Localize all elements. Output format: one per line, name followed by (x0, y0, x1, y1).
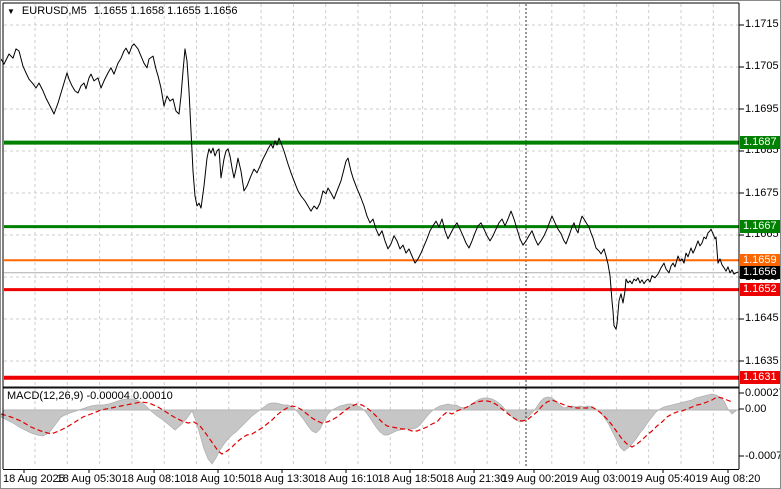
time-axis-label: 18 Aug 18:50 (377, 473, 443, 485)
macd-histogram (1, 393, 737, 465)
price-axis-tick: 1.1705 (745, 60, 779, 72)
level-price-label: 1.1687 (740, 136, 780, 149)
time-axis-label: 19 Aug 05:40 (630, 473, 696, 485)
time-axis-label: 18 Aug 05:30 (56, 473, 122, 485)
price-line (1, 43, 739, 330)
macd-axis-tick: 0.00 (745, 402, 767, 415)
level-price-label: 1.1631 (740, 371, 780, 384)
symbol-period-label: EURUSD,M5 (21, 5, 87, 17)
time-axis-label: 18 Aug 2025 (3, 473, 65, 485)
time-axis-label: 18 Aug 08:10 (121, 473, 187, 485)
price-axis-tick: 1.1675 (745, 187, 779, 199)
time-axis-label: 18 Aug 16:10 (313, 473, 379, 485)
price-axis-tick: 1.1645 (745, 312, 779, 324)
time-axis-label: 18 Aug 21:30 (441, 473, 507, 485)
macd-indicator-label: MACD(12,26,9) -0.00004 0.00010 (7, 390, 173, 402)
chart-title: ▼ EURUSD,M5 1.1655 1.1658 1.1655 1.1656 (7, 5, 237, 17)
price-axis-tick: 1.1715 (745, 18, 779, 30)
macd-axis-tick: -0.00072 (745, 449, 780, 462)
collapse-ohlc-icon[interactable]: ▼ (7, 6, 15, 16)
macd-values: -0.00004 0.00010 (86, 390, 173, 402)
level-price-label: 1.1652 (740, 283, 780, 296)
ohlc-values: 1.1655 1.1658 1.1655 1.1656 (93, 5, 238, 17)
level-price-label: 1.1667 (740, 220, 780, 233)
time-axis-label: 19 Aug 00:20 (501, 473, 567, 485)
time-axis-label: 18 Aug 13:30 (249, 473, 315, 485)
price-axis-tick: 1.1695 (745, 103, 779, 115)
macd-axis-tick: 0.00027 (745, 386, 781, 399)
time-axis-label: 18 Aug 10:50 (185, 473, 251, 485)
time-axis-label: 19 Aug 03:00 (565, 473, 631, 485)
price-axis-tick: 1.1635 (745, 355, 779, 367)
macd-name: MACD(12,26,9) (7, 390, 84, 402)
time-axis-label: 19 Aug 08:20 (695, 473, 761, 485)
current-price-label: 1.1656 (740, 266, 780, 279)
level-price-label: 1.1659 (740, 254, 780, 267)
